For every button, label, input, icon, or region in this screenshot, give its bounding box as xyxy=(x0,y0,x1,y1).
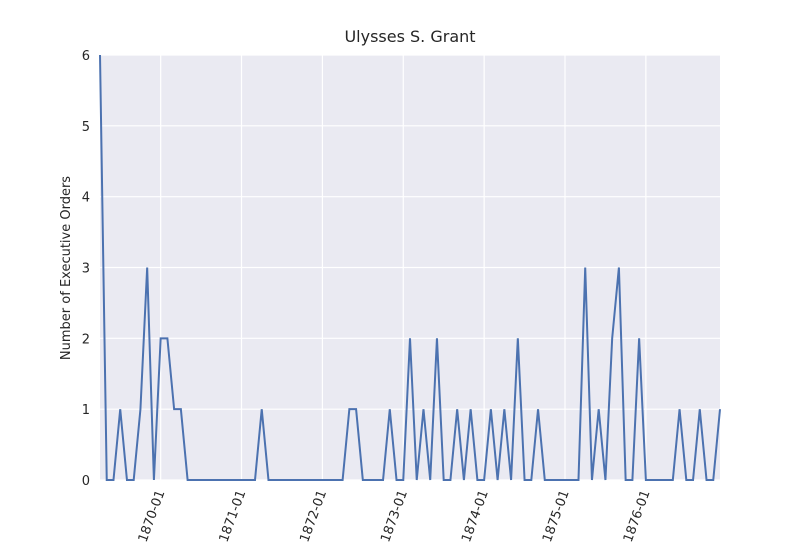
y-tick-label: 0 xyxy=(82,474,90,489)
chart-title: Ulysses S. Grant xyxy=(344,27,475,46)
y-tick-label: 5 xyxy=(82,120,90,135)
y-tick-label: 1 xyxy=(82,403,90,418)
x-tick-label: 1873-01 xyxy=(378,488,411,544)
y-tick-label: 4 xyxy=(82,191,90,206)
x-tick-label: 1875-01 xyxy=(540,488,573,544)
x-tick-label: 1871-01 xyxy=(217,488,250,544)
x-tick-label: 1874-01 xyxy=(459,488,492,544)
y-tick-label: 2 xyxy=(82,332,90,347)
x-tick-label: 1870-01 xyxy=(136,488,169,544)
y-tick-label: 3 xyxy=(82,262,90,277)
data-line xyxy=(99,54,721,481)
x-tick-label: 1872-01 xyxy=(297,488,330,544)
y-tick-label: 6 xyxy=(82,49,90,64)
x-tick-label: 1876-01 xyxy=(621,488,654,544)
y-axis-label: Number of Executive Orders xyxy=(59,176,74,360)
